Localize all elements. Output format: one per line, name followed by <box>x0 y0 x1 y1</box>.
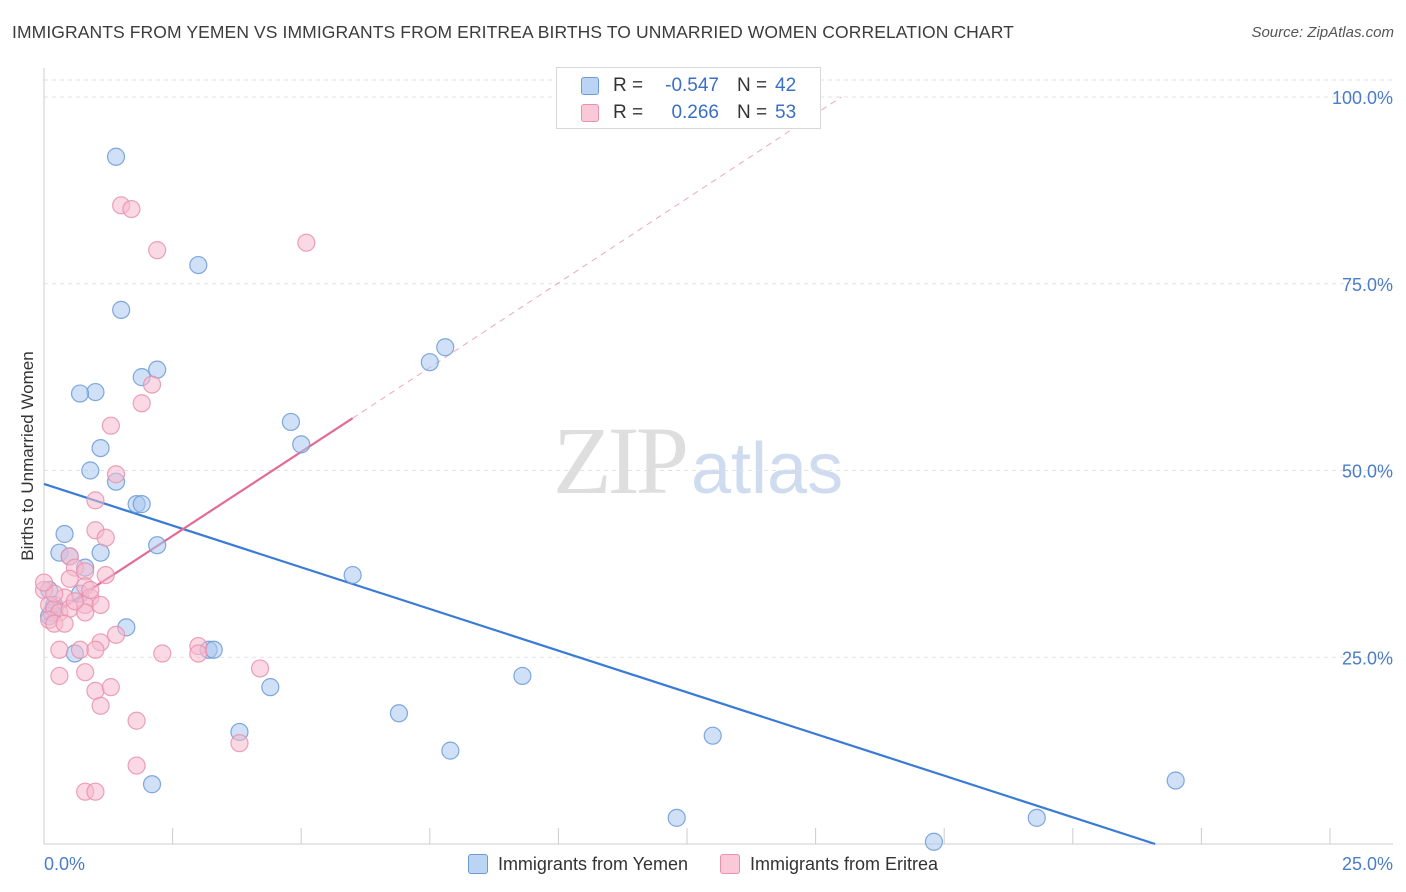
legend-row-eritrea: R = 0.266 N = 53 <box>581 101 796 125</box>
eritrea-point-50 <box>65 592 84 611</box>
eritrea-n-value: 53 <box>775 102 797 123</box>
eritrea-point-10 <box>96 528 115 547</box>
eritrea-point-48 <box>86 782 105 801</box>
point-layer <box>34 147 1185 851</box>
tick-label-layer: 100.0% 75.0% 50.0% 25.0% 0.0% 25.0% <box>44 88 1393 874</box>
y-tick-label-3: 25.0% <box>1342 648 1393 668</box>
grid-layer <box>44 79 1393 658</box>
watermark: ZIPatlas <box>553 405 843 516</box>
eritrea-point-40 <box>250 659 270 678</box>
series-legend: Immigrants from Yemen Immigrants from Er… <box>0 851 1406 877</box>
eritrea-point-51 <box>45 584 64 603</box>
eritrea-point-14 <box>60 569 79 588</box>
eritrea-point-36 <box>70 640 90 659</box>
eritrea-point-30 <box>106 625 126 644</box>
yemen-point-16 <box>55 524 74 544</box>
yemen-point-34 <box>513 666 532 686</box>
yemen-n-label: N = <box>737 75 768 96</box>
axis-layer <box>43 68 1393 845</box>
yemen-point-33 <box>261 678 280 697</box>
yemen-r-value: -0.547 <box>665 75 719 96</box>
yemen-point-32 <box>204 640 223 659</box>
yemen-point-43 <box>924 832 944 851</box>
yemen-point-9 <box>281 412 301 432</box>
eritrea-point-33 <box>153 644 172 663</box>
yemen-point-6 <box>70 384 90 403</box>
eritrea-n-label: N = <box>737 102 768 123</box>
yemen-point-1 <box>189 255 208 275</box>
yemen-trendline-0 <box>43 482 1156 846</box>
eritrea-point-43 <box>91 696 110 715</box>
eritrea-point-13 <box>96 565 115 585</box>
watermark-zip: ZIP <box>553 407 689 514</box>
yemen-point-22 <box>343 565 362 585</box>
source-credit: Source: ZipAtlas.com <box>1251 24 1394 41</box>
eritrea-point-37 <box>86 640 105 659</box>
y-tick-label-2: 50.0% <box>1342 462 1393 482</box>
watermark-atlas: atlas <box>691 429 844 509</box>
legend-item-yemen: Immigrants from Yemen <box>467 853 689 875</box>
eritrea-point-42 <box>101 678 120 697</box>
eritrea-point-1 <box>122 199 141 219</box>
chart-title: IMMIGRANTS FROM YEMEN VS IMMIGRANTS FROM… <box>12 22 1014 42</box>
x-tick-label-right: 25.0% <box>1342 854 1393 874</box>
eritrea-point-52 <box>34 573 54 592</box>
legend-eritrea-swatch <box>720 854 741 874</box>
yemen-point-7 <box>420 353 439 372</box>
yemen-point-5 <box>86 382 105 402</box>
eritrea-point-35 <box>50 640 69 659</box>
eritrea-point-8 <box>86 491 105 510</box>
eritrea-point-4 <box>142 375 162 394</box>
eritrea-point-39 <box>50 666 69 686</box>
eritrea-point-45 <box>230 734 249 753</box>
eritrea-point-46 <box>127 756 146 775</box>
eritrea-r-label: R = <box>613 102 644 123</box>
yemen-point-37 <box>441 741 460 760</box>
yemen-point-15 <box>132 495 151 514</box>
legend-item-eritrea: Immigrants from Eritrea <box>720 854 938 875</box>
eritrea-point-44 <box>127 711 146 730</box>
legend-yemen-swatch <box>467 854 488 874</box>
yemen-point-10 <box>292 435 311 454</box>
eritrea-point-2 <box>148 241 167 260</box>
yemen-point-36 <box>389 704 409 723</box>
yemen-point-2 <box>112 300 131 319</box>
yemen-n-value: 42 <box>775 75 797 96</box>
eritrea-point-38 <box>76 663 95 682</box>
eritrea-point-7 <box>106 465 126 484</box>
eritrea-point-5 <box>132 394 151 413</box>
eritrea-point-26 <box>76 603 95 622</box>
yemen-point-42 <box>1027 808 1046 827</box>
legend-yemen-label: Immigrants from Yemen <box>497 853 689 874</box>
eritrea-point-3 <box>297 233 316 252</box>
yemen-point-8 <box>436 338 455 357</box>
eritrea-point-6 <box>101 416 120 435</box>
y-tick-label-1: 75.0% <box>1342 275 1393 295</box>
yemen-point-38 <box>142 775 162 794</box>
yemen-point-11 <box>91 438 110 458</box>
yemen-point-0 <box>106 147 126 166</box>
yemen-swatch <box>581 77 599 95</box>
legend-row-yemen: R = -0.547 N = 42 <box>581 74 796 98</box>
eritrea-r-value: 0.266 <box>671 102 719 123</box>
eritrea-point-34 <box>189 644 208 663</box>
eritrea-point-29 <box>55 614 74 633</box>
yemen-point-39 <box>703 726 722 745</box>
correlation-legend: R = -0.547 N = 42 R = 0.266 N = 53 <box>556 67 821 129</box>
yemen-point-17 <box>148 536 167 555</box>
eritrea-point-49 <box>81 580 100 600</box>
eritrea-trendline-2 <box>352 96 842 419</box>
y-tick-label-0: 100.0% <box>1332 88 1393 108</box>
x-tick-label-left: 0.0% <box>44 854 85 874</box>
yemen-r-label: R = <box>613 75 644 96</box>
yemen-point-12 <box>81 461 100 480</box>
eritrea-point-25 <box>91 595 110 615</box>
yemen-point-40 <box>667 808 686 827</box>
yemen-point-41 <box>1166 771 1185 790</box>
eritrea-swatch <box>581 104 599 122</box>
legend-eritrea-label: Immigrants from Eritrea <box>750 853 939 874</box>
